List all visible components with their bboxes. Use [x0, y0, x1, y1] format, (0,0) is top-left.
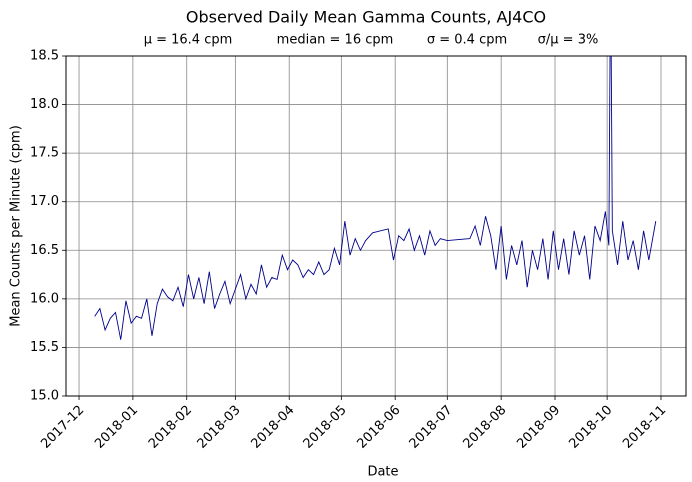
x-tick-label: 2018-09	[514, 403, 563, 452]
y-tick-label: 18.0	[30, 97, 59, 112]
subtitle-stat: σ/μ = 3%	[538, 33, 599, 48]
x-tick-label: 2018-04	[249, 403, 298, 452]
x-tick-label: 2018-02	[146, 403, 195, 452]
subtitle-stat: median = 16 cpm	[277, 33, 394, 48]
x-tick-label: 2018-07	[407, 403, 456, 452]
x-tick-label: 2018-05	[301, 403, 350, 452]
x-tick-label: 2018-11	[620, 403, 669, 452]
x-axis-label: Date	[367, 465, 398, 480]
y-tick-label: 15.5	[30, 340, 59, 355]
subtitle-stat: μ = 16.4 cpm	[144, 33, 233, 48]
chart-title: Observed Daily Mean Gamma Counts, AJ4CO	[186, 8, 546, 27]
y-tick-label: 15.0	[30, 389, 59, 404]
y-tick-label: 18.5	[30, 49, 59, 64]
x-tick-label: 2018-08	[460, 403, 509, 452]
x-tick-label: 2017-12	[38, 403, 87, 452]
y-tick-label: 16.0	[30, 291, 59, 306]
x-tick-label: 2018-10	[566, 403, 615, 452]
y-axis-label: Mean Counts per Minute (cpm)	[9, 125, 24, 327]
x-tick-label: 2018-01	[92, 403, 141, 452]
y-tick-label: 17.0	[30, 194, 59, 209]
x-tick-label: 2018-03	[195, 403, 244, 452]
x-tick-label: 2018-06	[354, 403, 403, 452]
plot-frame	[65, 55, 687, 397]
data-line	[94, 56, 657, 340]
subtitle-stat: σ = 0.4 cpm	[427, 33, 507, 48]
y-tick-label: 17.5	[30, 146, 59, 161]
y-tick-label: 16.5	[30, 243, 59, 258]
